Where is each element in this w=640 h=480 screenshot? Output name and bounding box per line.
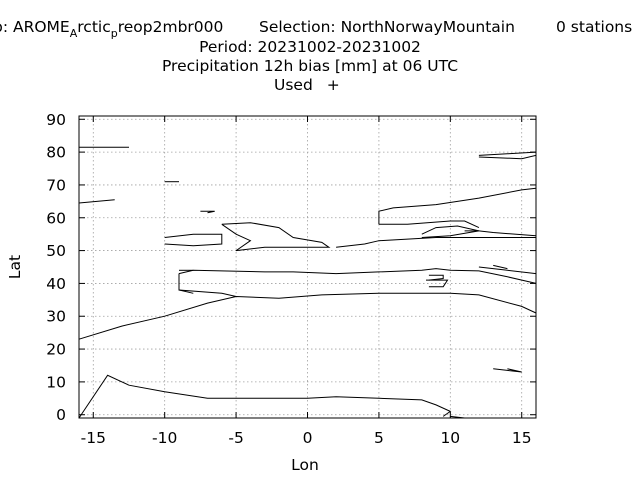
coastline-segment (221, 222, 331, 252)
coastline-segment (493, 264, 508, 270)
experiment-mid: rctic (77, 18, 111, 36)
y-tick-label: 40 (46, 275, 66, 293)
grid-lines (79, 116, 536, 418)
experiment-line: p: AROMEArcticpreop2mbr000 (0, 18, 223, 43)
coastline-segment (421, 225, 480, 238)
coastline-segment (78, 292, 537, 340)
coastline-segment (178, 273, 237, 297)
coastline-segment (200, 210, 215, 214)
y-tick-label: 30 (46, 308, 66, 326)
experiment-subscript-1: A (69, 27, 78, 40)
y-tick-label: 90 (46, 111, 66, 129)
coastline-segment (428, 274, 444, 281)
coastline-segment (78, 199, 115, 204)
chart-title-block: p: AROMEArcticpreop2mbr000 Selection: No… (0, 0, 640, 100)
selection-label: Selection: NorthNorwayMountain (259, 18, 515, 36)
experiment-subscript-2: p (110, 27, 118, 40)
legend-label-used: Used (274, 76, 313, 94)
coastline-segment (493, 368, 522, 373)
x-tick-label: -10 (152, 429, 177, 447)
coastline-segment (378, 220, 480, 229)
x-tick-label: 10 (440, 429, 460, 447)
y-tick-label: 20 (46, 341, 66, 359)
y-tick-label: 50 (46, 242, 66, 260)
coastline-segment (78, 374, 452, 419)
coastline-segment (164, 233, 223, 247)
y-axis-label: Lat (6, 255, 24, 279)
y-tick-label: 70 (46, 176, 66, 194)
experiment-prefix: p: AROME (0, 18, 70, 36)
y-tick-label: 60 (46, 209, 66, 227)
y-tick-label: 80 (46, 144, 66, 162)
x-axis-label: Lon (291, 456, 319, 474)
coastline-segment (478, 151, 537, 160)
coastline-segment (426, 279, 449, 288)
x-tick-label: 15 (512, 429, 532, 447)
y-axis-ticks: 0 10 20 30 40 50 60 70 80 90 (46, 111, 536, 424)
period-label: Period: 20231002-20231002 (199, 38, 421, 56)
x-tick-label: 5 (374, 429, 384, 447)
coastline-segment (336, 237, 536, 248)
coastline-segment (464, 230, 537, 237)
legend-marker-used: + (326, 76, 340, 94)
legend: Used + (274, 76, 340, 94)
x-tick-label: -5 (228, 429, 243, 447)
coastline-segment (178, 268, 537, 284)
x-tick-label: -15 (81, 429, 106, 447)
coastline-segment (378, 187, 537, 225)
parameter-label: Precipitation 12h bias [mm] at 06 UTC (161, 57, 459, 75)
coastline-segment (178, 273, 194, 294)
coastline-segment (478, 266, 537, 275)
x-tick-label: 0 (303, 429, 313, 447)
y-tick-label: 10 (46, 373, 66, 391)
station-count: 0 stations (556, 18, 633, 36)
y-tick-label: 0 (56, 406, 66, 424)
experiment-suffix: reop2mbr000 (117, 18, 224, 36)
coastline-layer (78, 146, 537, 419)
x-axis-ticks: -15 -10 -5 0 5 10 15 (81, 116, 532, 447)
